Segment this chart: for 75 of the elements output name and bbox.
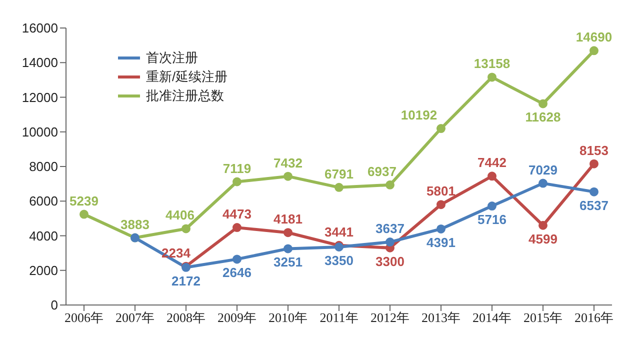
y-tick-label: 2000 xyxy=(29,262,58,278)
point xyxy=(334,182,344,192)
point xyxy=(538,178,548,188)
x-tick-label: 2013年 xyxy=(422,310,460,326)
data-label: 2172 xyxy=(172,273,200,288)
data-label: 4391 xyxy=(426,234,456,250)
x-tick-label: 2012年 xyxy=(370,310,410,326)
legend-label: 重新/延续注册 xyxy=(146,68,228,86)
point xyxy=(284,172,292,181)
point xyxy=(538,220,548,230)
data-label: 4599 xyxy=(528,231,558,246)
x-tick-label: 2007年 xyxy=(116,310,154,326)
data-label: 4406 xyxy=(166,208,194,223)
data-label: 7432 xyxy=(274,155,302,170)
data-label: 3441 xyxy=(324,224,354,240)
x-tick-label: 2015年 xyxy=(524,310,562,326)
data-label: 5801 xyxy=(426,184,456,199)
x-tick-label: 2008年 xyxy=(166,310,206,326)
y-tick-label: 0 xyxy=(50,298,58,313)
data-label: 4473 xyxy=(222,206,252,222)
y-tick-label: 16000 xyxy=(22,20,58,36)
legend-label: 批准注册总数 xyxy=(146,87,224,105)
data-label: 5716 xyxy=(478,212,506,228)
point xyxy=(386,238,394,247)
point xyxy=(284,228,292,238)
point xyxy=(80,210,88,219)
data-label: 6537 xyxy=(580,198,608,213)
point xyxy=(590,46,598,56)
x-tick-label: 2006年 xyxy=(64,310,104,326)
x-tick-label: 2011年 xyxy=(320,310,358,326)
data-label: 6791 xyxy=(324,166,354,182)
data-label: 2646 xyxy=(222,265,252,280)
data-label: 13158 xyxy=(474,56,510,72)
data-label: 11628 xyxy=(525,110,561,125)
data-label: 7442 xyxy=(478,155,506,170)
data-label: 4181 xyxy=(274,212,302,227)
legend-label: 首次注册 xyxy=(146,49,198,67)
y-tick-label: 10000 xyxy=(22,124,58,140)
data-label: 3883 xyxy=(120,216,150,232)
data-label: 14690 xyxy=(576,30,612,45)
point xyxy=(590,159,598,168)
data-label: 10192 xyxy=(400,108,438,123)
x-tick-label: 2014年 xyxy=(472,310,512,326)
point xyxy=(488,202,496,211)
data-label: 3350 xyxy=(324,253,354,268)
x-tick-label: 2016年 xyxy=(574,310,614,326)
point xyxy=(488,172,496,181)
y-tick-label: 8000 xyxy=(29,159,58,174)
data-label: 8153 xyxy=(580,142,608,158)
point xyxy=(436,124,446,134)
data-label: 6937 xyxy=(368,164,396,179)
point xyxy=(436,224,446,234)
y-tick-label: 12000 xyxy=(22,90,58,105)
data-label: 2234 xyxy=(162,245,192,260)
y-tick-label: 4000 xyxy=(29,228,58,244)
data-label: 7119 xyxy=(222,160,252,176)
point xyxy=(232,223,242,232)
point xyxy=(488,72,496,82)
data-label: 3300 xyxy=(376,254,404,269)
data-label: 7029 xyxy=(528,162,558,178)
point xyxy=(182,224,190,234)
point xyxy=(232,254,242,264)
y-tick-label: 6000 xyxy=(29,194,58,209)
y-tick-label: 14000 xyxy=(22,55,58,70)
point xyxy=(538,99,548,108)
data-label: 3637 xyxy=(376,221,404,236)
data-label: 5239 xyxy=(70,193,98,208)
x-tick-label: 2010年 xyxy=(268,310,308,326)
point xyxy=(232,177,242,186)
x-tick-label: 2009年 xyxy=(218,310,256,326)
point xyxy=(590,187,598,196)
data-label: 3251 xyxy=(274,254,302,270)
point xyxy=(386,180,394,190)
point xyxy=(436,200,446,210)
point xyxy=(284,244,292,254)
